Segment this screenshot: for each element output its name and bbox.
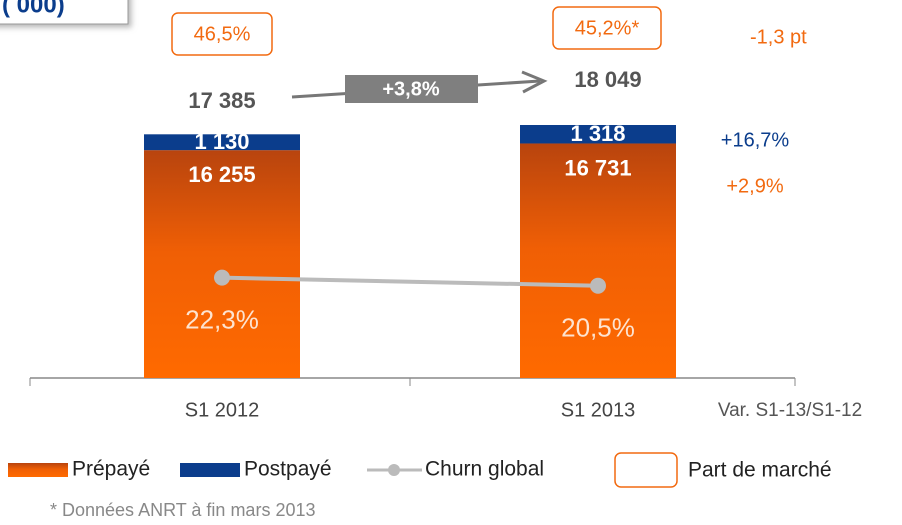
legend-label: Postpayé <box>244 458 332 481</box>
churn-marker <box>214 269 230 286</box>
churn-label: 22,3% <box>185 305 259 335</box>
x-tick-label: S1 2013 <box>561 399 636 421</box>
legend-label: Prépayé <box>72 458 150 481</box>
market-share-label: 45,2%* <box>575 17 640 39</box>
bar-postpaid <box>520 125 676 144</box>
growth-arrowhead <box>521 70 548 94</box>
market-share-label: 46,5% <box>194 23 251 45</box>
variation-market-share: -1,3 pt <box>750 26 807 48</box>
legend-label: Part de marché <box>688 459 832 482</box>
total-label: 18 049 <box>574 67 641 92</box>
prepaid-label: 16 731 <box>564 155 631 180</box>
legend-swatch <box>180 463 240 477</box>
variation-prepaid: +2,9% <box>726 175 783 197</box>
variation-header: Var. S1-13/S1-12 <box>718 400 862 421</box>
title-box <box>0 0 129 25</box>
bar-prepaid <box>144 150 300 378</box>
x-tick-label: S1 2012 <box>185 399 260 421</box>
growth-box <box>345 75 478 103</box>
legend-swatch <box>388 464 400 476</box>
market-share-box <box>171 12 273 56</box>
total-label: 17 385 <box>188 88 255 113</box>
variation-postpaid: +16,7% <box>721 129 790 151</box>
legend-label: Churn global <box>425 458 544 481</box>
footnote: * Données ANRT à fin mars 2013 <box>50 500 315 520</box>
postpaid-label: 1 130 <box>194 129 249 154</box>
bar-postpaid <box>144 134 300 151</box>
legend-swatch <box>614 452 678 488</box>
growth-label: +3,8% <box>382 78 439 100</box>
legend-swatch <box>8 463 68 477</box>
market-share-box <box>552 6 662 50</box>
churn-label: 20,5% <box>561 313 635 343</box>
bar-prepaid <box>520 143 676 378</box>
churn-marker <box>590 277 606 294</box>
chart-title: ( 000) <box>2 0 65 18</box>
prepaid-label: 16 255 <box>188 162 255 187</box>
postpaid-label: 1 318 <box>570 121 625 146</box>
churn-line <box>221 275 599 288</box>
